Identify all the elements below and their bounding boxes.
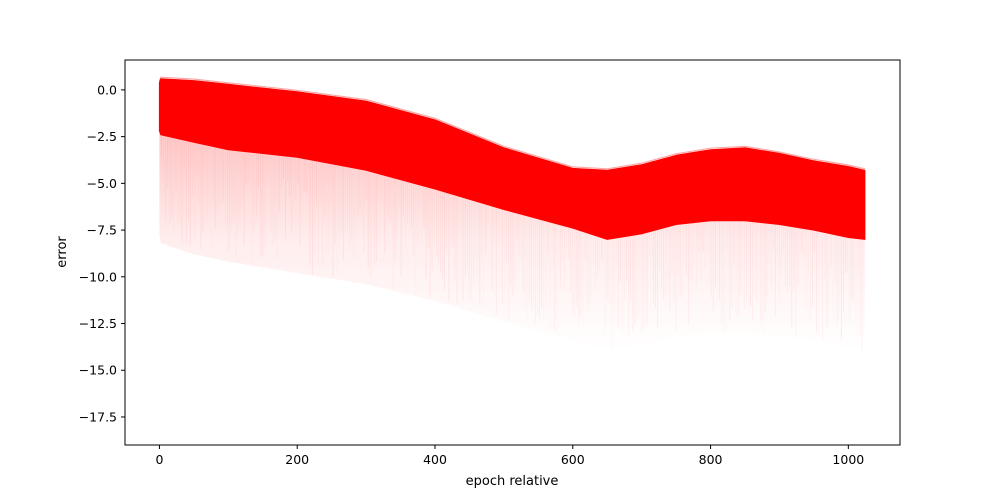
y-tick-label: −2.5 (87, 129, 117, 144)
x-axis-label: epoch relative (466, 474, 559, 489)
y-tick-label: −12.5 (79, 316, 117, 331)
y-tick-label: −15.0 (79, 363, 117, 378)
plot-area (158, 76, 866, 352)
dense-error-band (158, 78, 866, 240)
x-tick-label: 800 (699, 452, 723, 467)
y-axis-label: error (55, 236, 70, 268)
faint-run-streaks (161, 134, 863, 351)
x-tick-label: 600 (561, 452, 585, 467)
x-tick-label: 200 (285, 452, 309, 467)
upper-envelope-line (158, 76, 866, 170)
x-tick-label: 1000 (832, 452, 864, 467)
faint-error-tail (159, 131, 865, 352)
x-tick-label: 0 (155, 452, 163, 467)
y-tick-label: −5.0 (87, 176, 117, 191)
x-axis: 0 200 400 600 800 1000 (155, 445, 864, 467)
x-tick-label: 400 (423, 452, 447, 467)
y-tick-label: −17.5 (79, 409, 117, 424)
plot-frame (124, 59, 901, 446)
y-tick-label: −10.0 (79, 269, 117, 284)
y-tick-label: −7.5 (87, 223, 117, 238)
y-tick-label: 0.0 (97, 82, 117, 97)
y-axis: 0.0 −2.5 −5.0 −7.5 −10.0 −12.5 −15.0 −17.5 (79, 82, 125, 424)
